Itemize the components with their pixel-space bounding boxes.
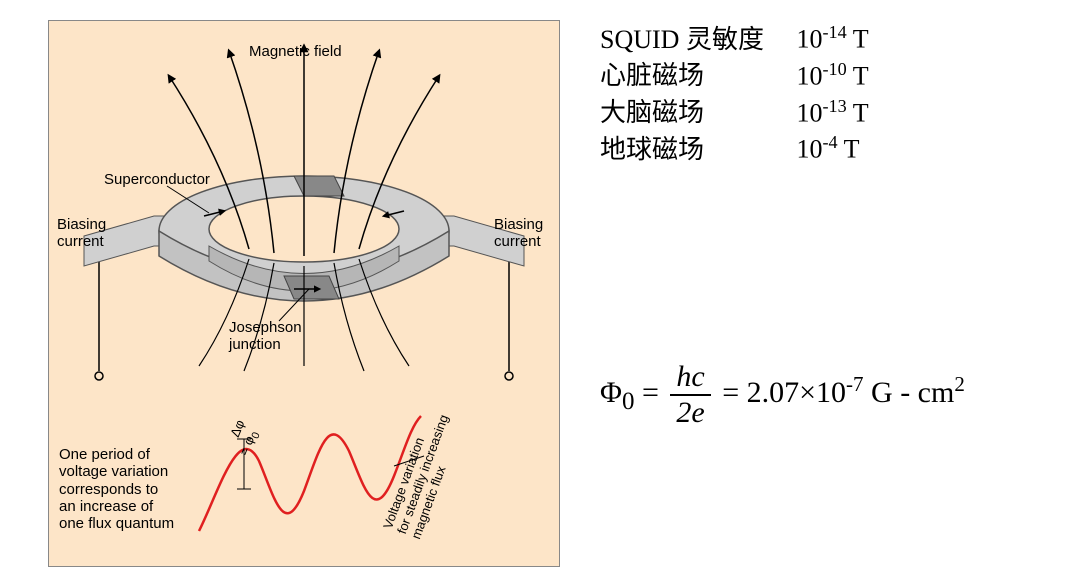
spec-label: 地球磁场 (600, 132, 790, 167)
spec-row: 大脑磁场 10-13 T (600, 94, 1060, 131)
label-biasing-left: Biasing current (57, 216, 106, 251)
spec-table: SQUID 灵敏度 10-14 T 心脏磁场 10-10 T 大脑磁场 10-1… (600, 20, 1060, 167)
spec-label: 心脏磁场 (600, 58, 790, 93)
squid-diagram: Magnetic field Superconductor Biasing cu… (48, 20, 560, 567)
flux-quantum-formula: Φ0 = hc2e = 2.07×10-7 G - cm2 (600, 360, 965, 430)
spec-value: 10-14 T (797, 20, 869, 57)
label-superconductor: Superconductor (104, 171, 210, 188)
label-josephson: Josephson junction (229, 319, 302, 354)
label-magnetic-field: Magnetic field (249, 43, 342, 60)
spec-value: 10-13 T (797, 94, 869, 131)
spec-label: 大脑磁场 (600, 95, 790, 130)
spec-row: SQUID 灵敏度 10-14 T (600, 20, 1060, 57)
spec-label: SQUID 灵敏度 (600, 22, 790, 57)
spec-value: 10-4 T (797, 130, 860, 167)
spec-value: 10-10 T (797, 57, 869, 94)
spec-row: 心脏磁场 10-10 T (600, 57, 1060, 94)
label-biasing-right: Biasing current (494, 216, 543, 251)
spec-row: 地球磁场 10-4 T (600, 130, 1060, 167)
label-period-text: One period of voltage variation correspo… (59, 446, 174, 532)
